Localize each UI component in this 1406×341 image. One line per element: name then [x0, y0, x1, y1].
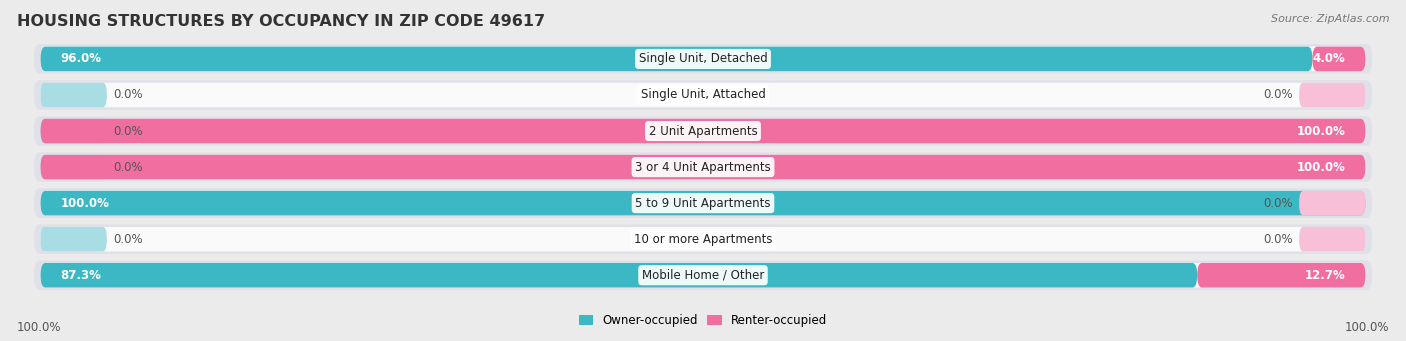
Text: 100.0%: 100.0% [17, 321, 62, 334]
Text: 5 to 9 Unit Apartments: 5 to 9 Unit Apartments [636, 197, 770, 210]
FancyBboxPatch shape [41, 227, 107, 251]
FancyBboxPatch shape [1312, 47, 1365, 71]
FancyBboxPatch shape [41, 227, 1365, 251]
Text: 0.0%: 0.0% [1263, 233, 1292, 246]
Text: 100.0%: 100.0% [60, 197, 110, 210]
FancyBboxPatch shape [41, 155, 107, 179]
Text: 100.0%: 100.0% [1296, 124, 1346, 137]
FancyBboxPatch shape [41, 119, 107, 143]
FancyBboxPatch shape [1299, 83, 1365, 107]
Text: 0.0%: 0.0% [114, 233, 143, 246]
Text: 10 or more Apartments: 10 or more Apartments [634, 233, 772, 246]
FancyBboxPatch shape [34, 261, 1372, 290]
Text: 3 or 4 Unit Apartments: 3 or 4 Unit Apartments [636, 161, 770, 174]
Text: Mobile Home / Other: Mobile Home / Other [641, 269, 765, 282]
FancyBboxPatch shape [34, 224, 1372, 254]
Text: HOUSING STRUCTURES BY OCCUPANCY IN ZIP CODE 49617: HOUSING STRUCTURES BY OCCUPANCY IN ZIP C… [17, 14, 546, 29]
Text: 0.0%: 0.0% [1263, 89, 1292, 102]
FancyBboxPatch shape [41, 155, 1365, 179]
Text: Single Unit, Attached: Single Unit, Attached [641, 89, 765, 102]
FancyBboxPatch shape [1299, 227, 1365, 251]
Text: 96.0%: 96.0% [60, 53, 101, 65]
FancyBboxPatch shape [41, 83, 1365, 107]
FancyBboxPatch shape [41, 155, 1365, 179]
FancyBboxPatch shape [41, 263, 1197, 287]
FancyBboxPatch shape [1197, 263, 1365, 287]
FancyBboxPatch shape [34, 116, 1372, 146]
Text: 4.0%: 4.0% [1313, 53, 1346, 65]
FancyBboxPatch shape [41, 191, 1365, 216]
Text: 0.0%: 0.0% [114, 161, 143, 174]
Text: 12.7%: 12.7% [1305, 269, 1346, 282]
FancyBboxPatch shape [41, 119, 1365, 143]
FancyBboxPatch shape [34, 152, 1372, 182]
Text: 87.3%: 87.3% [60, 269, 101, 282]
FancyBboxPatch shape [41, 263, 1365, 287]
FancyBboxPatch shape [34, 188, 1372, 218]
Text: 2 Unit Apartments: 2 Unit Apartments [648, 124, 758, 137]
FancyBboxPatch shape [1299, 191, 1365, 216]
FancyBboxPatch shape [34, 44, 1372, 74]
Text: Source: ZipAtlas.com: Source: ZipAtlas.com [1271, 14, 1389, 24]
Text: 0.0%: 0.0% [114, 89, 143, 102]
FancyBboxPatch shape [41, 83, 107, 107]
Text: Single Unit, Detached: Single Unit, Detached [638, 53, 768, 65]
Text: 100.0%: 100.0% [1296, 161, 1346, 174]
FancyBboxPatch shape [41, 47, 1312, 71]
FancyBboxPatch shape [41, 47, 1365, 71]
Legend: Owner-occupied, Renter-occupied: Owner-occupied, Renter-occupied [574, 309, 832, 332]
Text: 0.0%: 0.0% [1263, 197, 1292, 210]
Text: 0.0%: 0.0% [114, 124, 143, 137]
FancyBboxPatch shape [34, 80, 1372, 110]
FancyBboxPatch shape [41, 119, 1365, 143]
Text: 100.0%: 100.0% [1344, 321, 1389, 334]
FancyBboxPatch shape [41, 191, 1365, 216]
